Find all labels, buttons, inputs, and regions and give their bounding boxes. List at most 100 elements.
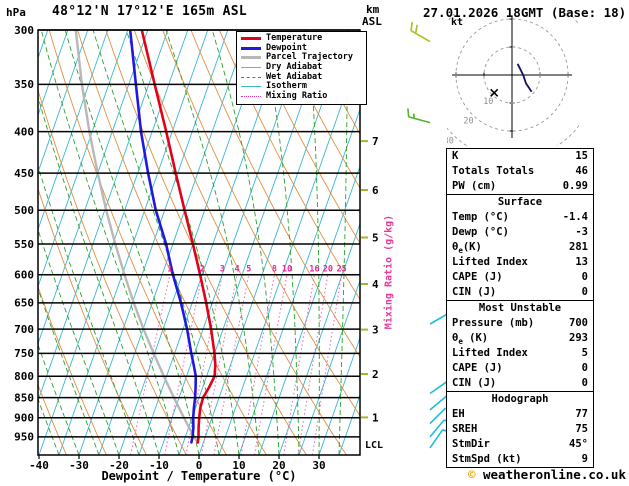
table-row-value: 75 (575, 423, 588, 435)
legend-item: Dry Adiabat (241, 63, 363, 73)
table-row-value: 45° (569, 438, 588, 450)
pressure-tick-label: 900 (14, 412, 34, 425)
pressure-tick-label: 700 (14, 323, 34, 336)
pressure-tick-label: 350 (14, 78, 34, 91)
table-row-value: 77 (575, 408, 588, 420)
legend-item-label: Parcel Trajectory (266, 52, 353, 63)
table-row-label: PW (cm) (452, 180, 497, 192)
pressure-tick-label: 400 (14, 125, 34, 138)
temperature-tick-label: -40 (29, 459, 49, 472)
temperature-tick-label: 0 (196, 459, 203, 472)
table-row: Dewp (°C) -3 (447, 225, 593, 240)
table-row-value: 0 (581, 271, 588, 283)
mixing-ratio-value: 10 (282, 265, 292, 275)
legend-item-label: Isotherm (266, 81, 307, 92)
table-row: θe (K) 293 (447, 331, 593, 346)
altitude-tick-label: 6 (372, 184, 379, 197)
legend-item-label: Dry Adiabat (266, 62, 323, 73)
hodograph-range-ring (455, 18, 569, 132)
table-row-value: 0.99 (562, 180, 588, 192)
table-row: Pressure (mb) 700 (447, 316, 593, 331)
mixing-ratio-value: 2 (200, 265, 205, 275)
table-row-label: CAPE (J) (452, 271, 503, 283)
altitude-ticks: 7 6 5 4 3 2 1 (361, 135, 379, 424)
table-row: θe(K) 281 (447, 240, 593, 255)
mixing-ratio-value: 3 (220, 265, 225, 275)
legend-item: Isotherm (241, 82, 363, 92)
table-row: Totals Totals 46 (447, 164, 593, 179)
table-row-value: 5 (581, 347, 588, 359)
table-row-value: 0 (581, 377, 588, 389)
table-section-title: Most Unstable (447, 300, 593, 316)
table-row-label: Lifted Index (452, 256, 528, 268)
altitude-axis-unit-asl: ASL (362, 15, 382, 28)
table-row: CAPE (J) 0 (447, 270, 593, 285)
table-row: CAPE (J) 0 (447, 361, 593, 376)
table-row-value: 293 (569, 332, 588, 344)
legend-item: Wet Adiabat (241, 72, 363, 82)
altitude-tick-label: 2 (372, 368, 379, 381)
altitude-tick-label: 3 (372, 324, 379, 337)
lcl-label: LCL (365, 440, 384, 451)
hodograph-range-ring (483, 46, 541, 104)
pressure-tick-label: 800 (14, 370, 34, 383)
table-row: PW (cm) 0.99 (447, 179, 593, 194)
hodograph-unit-label: kt (451, 17, 464, 28)
legend-item-label: Mixing Ratio (266, 90, 328, 101)
altitude-tick-label: 1 (372, 411, 379, 424)
copyright-symbol: © (467, 467, 476, 482)
table-row-value: -3 (575, 226, 588, 238)
legend-line-sample (241, 95, 261, 97)
table-row-label: Totals Totals (452, 165, 535, 177)
pressure-tick-label: 450 (14, 167, 34, 180)
table-row: StmDir 45° (447, 437, 593, 452)
table-row-label: CIN (J) (452, 377, 497, 389)
legend-item: Parcel Trajectory (241, 53, 363, 63)
pressure-tick-label: 950 (14, 431, 34, 444)
table-row: Temp (°C) -1.4 (447, 210, 593, 225)
table-row-value: 0 (581, 286, 588, 298)
legend-line-sample (241, 37, 261, 41)
legend-item-label: Dewpoint (266, 42, 307, 53)
table-row-label: EH (452, 408, 465, 420)
table-row: SREH 75 (447, 422, 593, 437)
table-row-label: Pressure (mb) (452, 317, 535, 329)
pressure-tick-label: 850 (14, 391, 34, 404)
mixing-ratio-axis-label: Mixing Ratio (g/kg) (383, 214, 395, 330)
mixing-ratio-value: 25 (336, 265, 346, 275)
pressure-tick-label: 650 (14, 297, 34, 310)
mixing-ratio-value-labels: 1 2 3 4 5 8 10 16 20 25 (167, 265, 346, 275)
hodograph-trace (516, 63, 533, 93)
legend-item: Mixing Ratio (241, 90, 363, 102)
mixing-ratio-lines (130, 274, 343, 455)
table-row: CIN (J) 0 (447, 376, 593, 391)
table-row-label: Dewp (°C) (452, 226, 509, 238)
wind-barb (429, 429, 448, 449)
legend-line-sample (241, 67, 261, 69)
pressure-tick-labels: 300 350 400 450 500 550 600 650 700 750 800 850 900 9… (14, 24, 34, 444)
legend-line-sample (241, 46, 261, 50)
legend: Temperature Dewpoint Parcel Trajectory Dry … (236, 31, 367, 106)
legend-line-sample (241, 76, 261, 78)
table-row-value: 9 (581, 453, 588, 465)
table-section-title: Hodograph (447, 391, 593, 407)
hodograph: 10 20 30 (444, 14, 579, 146)
table-row: EH 77 (447, 407, 593, 422)
legend-item: Temperature (241, 34, 363, 44)
altitude-tick-label: 4 (372, 278, 379, 291)
legend-line-sample (241, 56, 261, 60)
mixing-ratio-value: 8 (272, 265, 277, 275)
table-row-label: StmDir (452, 438, 490, 450)
run-datetime: 27.01.2026 18GMT (Base: 18) (423, 5, 627, 20)
table-row: Lifted Index 5 (447, 346, 593, 361)
site-name: weatheronline.co.uk (483, 467, 626, 482)
table-row: K 15 (447, 149, 593, 164)
table-row-label: CAPE (J) (452, 362, 503, 374)
watermark: © weatheronline.co.uk (468, 467, 626, 482)
table-section-title: Surface (447, 194, 593, 210)
hodograph-ring-label: 30 (444, 136, 454, 146)
table-row-label: θe(K) (452, 241, 482, 256)
legend-item: Dewpoint (241, 42, 363, 54)
temperature-tick-label: 30 (312, 459, 325, 472)
table-row-label: StmSpd (kt) (452, 453, 522, 465)
